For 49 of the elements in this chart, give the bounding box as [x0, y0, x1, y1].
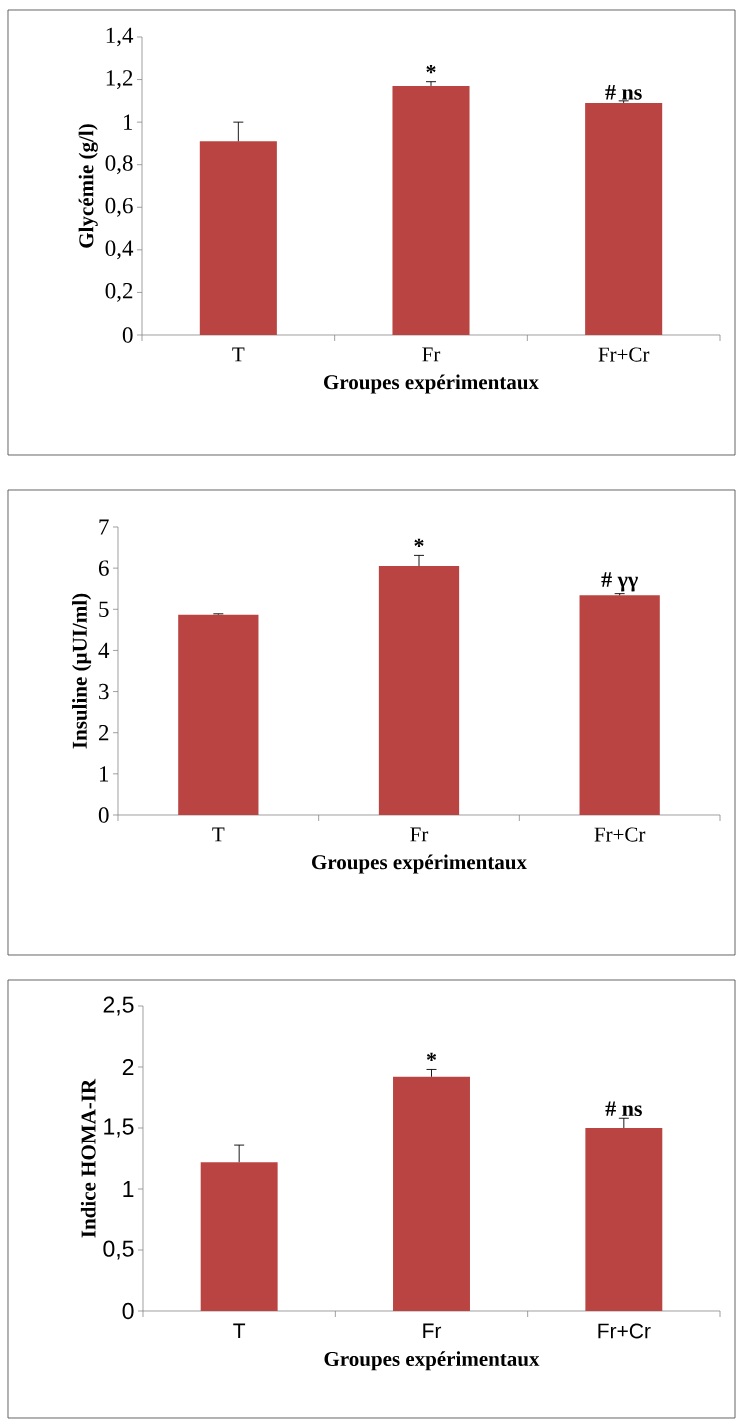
x-axis-title: Groupes expérimentaux	[324, 1351, 540, 1371]
y-tick-label: 0	[122, 327, 133, 343]
y-axis-title: Indice HOMA-IR	[80, 1078, 96, 1238]
x-tick-label: Fr	[423, 1323, 442, 1338]
y-tick-label: 1,4	[106, 27, 134, 47]
y-tick-label: 2	[98, 725, 109, 741]
y-tick-label: 7	[99, 519, 109, 535]
y-tick-label: 0,6	[105, 197, 133, 217]
y-axis-title: Glycémie (g/l)	[78, 124, 98, 248]
bar	[585, 1128, 663, 1311]
bar	[200, 1162, 278, 1311]
y-tick-label: 0	[98, 807, 109, 823]
y-tick-label: 1	[123, 1181, 134, 1197]
annotation: *	[426, 1052, 437, 1062]
x-tick-label: Fr	[422, 347, 441, 362]
y-axis-title: Insuline (µUI/ml)	[72, 593, 92, 749]
y-tick-label: 0,8	[105, 155, 133, 175]
y-tick-label: 5	[99, 601, 109, 617]
x-axis-title: Groupes expérimentaux	[312, 854, 527, 874]
y-tick-label: 1,5	[104, 1118, 134, 1138]
y-tick-label: 2,5	[103, 996, 134, 1016]
annotation: # γγ	[601, 572, 638, 592]
y-tick-label: 1	[123, 114, 133, 130]
y-tick-label: 0,5	[103, 1240, 134, 1260]
x-tick-label: T	[233, 1323, 246, 1338]
bar	[178, 614, 259, 815]
bar	[378, 566, 460, 815]
y-tick-label: 3	[99, 683, 109, 700]
y-tick-label: 2	[122, 1058, 134, 1076]
annotation: # ns	[605, 85, 642, 100]
annotation: *	[426, 64, 436, 74]
bar	[393, 1076, 470, 1311]
x-tick-label: Fr	[410, 827, 429, 842]
annotation: *	[414, 538, 424, 547]
y-tick-label: 0,4	[105, 240, 134, 260]
y-tick-label: 1	[99, 766, 109, 782]
x-tick-label: T	[212, 827, 225, 842]
y-tick-label: 4	[98, 642, 110, 658]
y-tick-label: 0	[122, 1302, 134, 1320]
y-tick-label: 1,2	[106, 70, 133, 89]
y-tick-label: 6	[98, 560, 109, 576]
x-axis-title: Groupes expérimentaux	[324, 374, 539, 394]
x-tick-label: Fr+Cr	[594, 827, 646, 842]
x-tick-label: T	[232, 347, 245, 362]
y-tick-label: 0,2	[105, 282, 133, 302]
bar	[579, 595, 660, 815]
annotation: # ns	[605, 1101, 642, 1117]
x-tick-label: Fr+Cr	[598, 347, 650, 362]
x-tick-label: Fr+Cr	[598, 1323, 651, 1339]
